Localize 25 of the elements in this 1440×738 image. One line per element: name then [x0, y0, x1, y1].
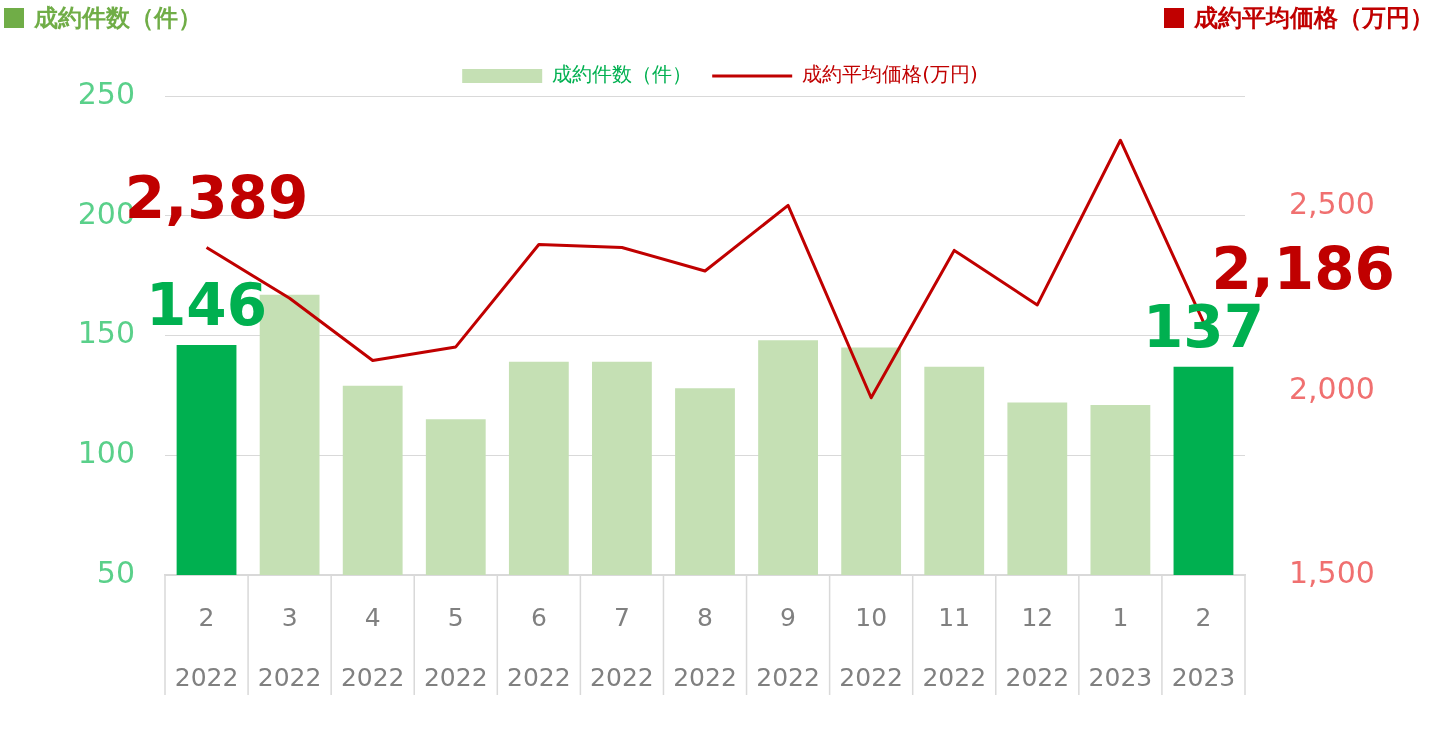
category-label: 10 2022 — [839, 602, 903, 692]
y2-tick-label: 1,500 — [1289, 554, 1375, 590]
y2-axis-title: 成約平均価格（万円） — [1194, 3, 1434, 34]
category-label: 7 2022 — [590, 602, 654, 692]
y-tick-label: 50 — [96, 554, 135, 590]
category-label: 8 2022 — [673, 602, 737, 692]
category-label: 2 2023 — [1171, 602, 1236, 692]
legend-label: 成約件数（件） — [552, 62, 693, 87]
data-label: 146 — [146, 271, 268, 340]
category-label: 6 2022 — [507, 602, 571, 692]
category-label: 9 2022 — [756, 602, 820, 692]
y2-tick-label: 2,000 — [1289, 370, 1375, 406]
category-label: 2 2022 — [174, 602, 239, 692]
y-tick-label: 250 — [77, 75, 135, 111]
category-label: 1 2023 — [1088, 602, 1153, 692]
y-axis-title: 成約件数（件） — [34, 3, 202, 34]
category-label: 11 2022 — [922, 602, 987, 692]
y-tick-label: 150 — [77, 315, 135, 351]
y-tick-label: 100 — [77, 435, 135, 471]
category-label: 4 2022 — [340, 602, 405, 692]
category-label: 5 2022 — [423, 602, 488, 692]
legend-label: 成約平均価格(万円) — [802, 62, 978, 87]
category-label: 3 2022 — [257, 602, 322, 692]
y2-tick-label: 2,500 — [1289, 186, 1375, 222]
category-label: 12 2022 — [1005, 602, 1070, 692]
